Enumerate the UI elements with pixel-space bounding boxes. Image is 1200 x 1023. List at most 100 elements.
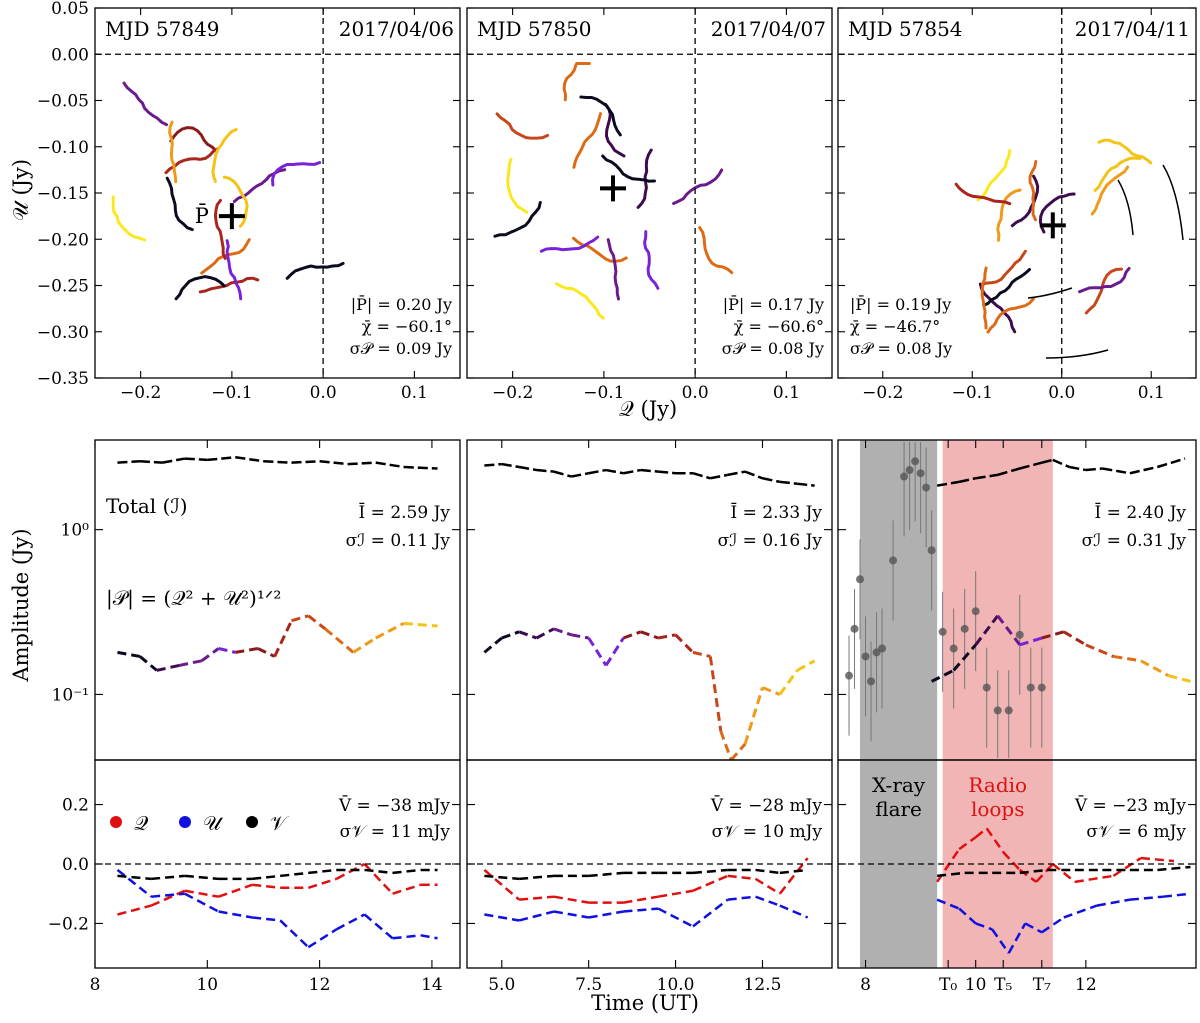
- p-amp-segment: [1063, 630, 1087, 647]
- stokes-stat: V̄ = −28 mJy: [710, 794, 823, 816]
- p-amp-segment: [1019, 636, 1043, 647]
- date-label: 2017/04/07: [711, 17, 826, 41]
- total-i-segment: [727, 470, 746, 477]
- total-i-segment: [139, 460, 163, 464]
- stokes-v-segment: [252, 874, 281, 881]
- x-tick-label: 0.1: [401, 383, 428, 403]
- qu-track: [285, 261, 345, 280]
- qu-track: [200, 238, 251, 275]
- xray-point: [922, 483, 931, 492]
- qu-track: [601, 154, 656, 183]
- stokes-u-segment: [252, 916, 281, 922]
- stokes-q-segment: [692, 874, 729, 892]
- qu-track: [1028, 160, 1038, 222]
- time-axis-title: Time (UT): [591, 991, 699, 1015]
- amp-stat: Ī = 2.59 Jy: [359, 502, 451, 523]
- stokes-stat: σ𝒱 = 6 mJy: [1086, 822, 1186, 842]
- total-i-segment: [658, 470, 676, 475]
- p-amp-segment: [778, 669, 799, 696]
- stokes-v-segment: [484, 874, 520, 881]
- x-tick-label: 0.0: [1048, 383, 1075, 403]
- qu-track: [506, 157, 529, 214]
- stokes-u-segment: [958, 907, 977, 925]
- p-amp-segment: [273, 620, 293, 658]
- stokes-y-tick-label: 0.0: [62, 855, 89, 875]
- qu-track: [211, 128, 238, 183]
- stokes-y-tick-label: 0.2: [62, 796, 89, 816]
- total-i-segment: [375, 461, 405, 469]
- x-tick-label: 0.1: [1138, 383, 1165, 403]
- total-i-segment: [975, 473, 998, 480]
- mean-p-label: P̄: [195, 203, 209, 228]
- stokes-q-segment: [623, 895, 659, 904]
- stokes-v-segment: [280, 871, 309, 878]
- qu-track: [572, 112, 602, 169]
- qu-track: [996, 188, 1022, 242]
- p-amp-segment: [1140, 659, 1170, 677]
- p-amp-segment: [571, 633, 589, 640]
- xray-flare-label: flare: [875, 797, 922, 821]
- xray-flare-label: X-ray: [872, 773, 926, 797]
- stokes-u-segment: [1024, 922, 1043, 934]
- qu-stat: σ𝒫 = 0.09 Jy: [350, 339, 452, 358]
- stokes-v-segment: [779, 868, 808, 875]
- stokes-q-segment: [392, 883, 422, 895]
- stokes-q-segment: [1074, 874, 1114, 884]
- time-tick-label: 14: [421, 975, 443, 995]
- qu-track: [111, 195, 147, 242]
- stokes-stat: σ𝒱 = 11 mJy: [340, 822, 451, 842]
- p-amp-segment: [117, 650, 141, 658]
- xray-point: [960, 624, 969, 633]
- p-amp-segment: [692, 650, 711, 658]
- total-i-segment: [1052, 458, 1070, 469]
- total-i-segment: [347, 461, 376, 466]
- total-i-segment: [207, 456, 236, 462]
- xray-point: [927, 546, 936, 555]
- stokes-q-segment: [117, 904, 152, 916]
- p-amp-segment: [235, 647, 259, 654]
- p-amp-segment: [622, 630, 642, 640]
- total-i-segment: [1041, 458, 1054, 464]
- p-amp-label: |𝒫| = (𝒬² + 𝒰²)¹ᐟ²: [106, 586, 281, 611]
- xray-point: [938, 627, 947, 636]
- total-i-segment: [1129, 465, 1158, 475]
- qu-track: [606, 238, 620, 301]
- qu-track: [493, 201, 542, 238]
- qu-track: [976, 149, 1012, 202]
- qu-track: [555, 282, 605, 320]
- stokes-q-segment: [553, 895, 589, 904]
- qu-track: [979, 249, 1028, 288]
- stokes-stat: V̄ = −38 mJy: [338, 794, 451, 816]
- total-i-segment: [936, 480, 960, 487]
- date-label: 2017/04/06: [339, 17, 454, 41]
- qu-track: [1090, 165, 1130, 216]
- total-i-label: Total (ℐ): [106, 494, 188, 518]
- amp-stat: σℐ = 0.31 Jy: [1082, 531, 1187, 551]
- p-amp-segment: [553, 627, 572, 637]
- total-i-segment: [235, 456, 264, 463]
- total-i-segment: [263, 460, 292, 464]
- total-i-segment: [710, 473, 728, 480]
- p-amp-segment: [501, 630, 520, 640]
- y-tick-label: −0.05: [37, 92, 89, 112]
- stokes-u-segment: [975, 922, 993, 931]
- xray-point: [878, 644, 887, 653]
- qu-track: [562, 62, 592, 102]
- p-amp-segment: [640, 630, 659, 640]
- total-i-segment: [779, 480, 798, 485]
- y-tick-label: −0.25: [37, 277, 89, 297]
- total-i-segment: [1069, 465, 1087, 472]
- y-tick-label: −0.30: [37, 323, 89, 343]
- qu-track: [572, 236, 628, 263]
- total-i-segment: [588, 468, 607, 475]
- x-tick-label: −0.2: [120, 383, 161, 403]
- x-tick-label: 0.0: [682, 383, 709, 403]
- stokes-u-segment: [392, 934, 421, 940]
- amp-stat: Ī = 2.33 Jy: [731, 502, 823, 523]
- qu-track: [579, 95, 622, 137]
- total-i-segment: [958, 477, 976, 484]
- xray-point: [905, 466, 914, 475]
- x-tick-label: −0.2: [862, 383, 903, 403]
- p-amp-segment: [535, 627, 555, 640]
